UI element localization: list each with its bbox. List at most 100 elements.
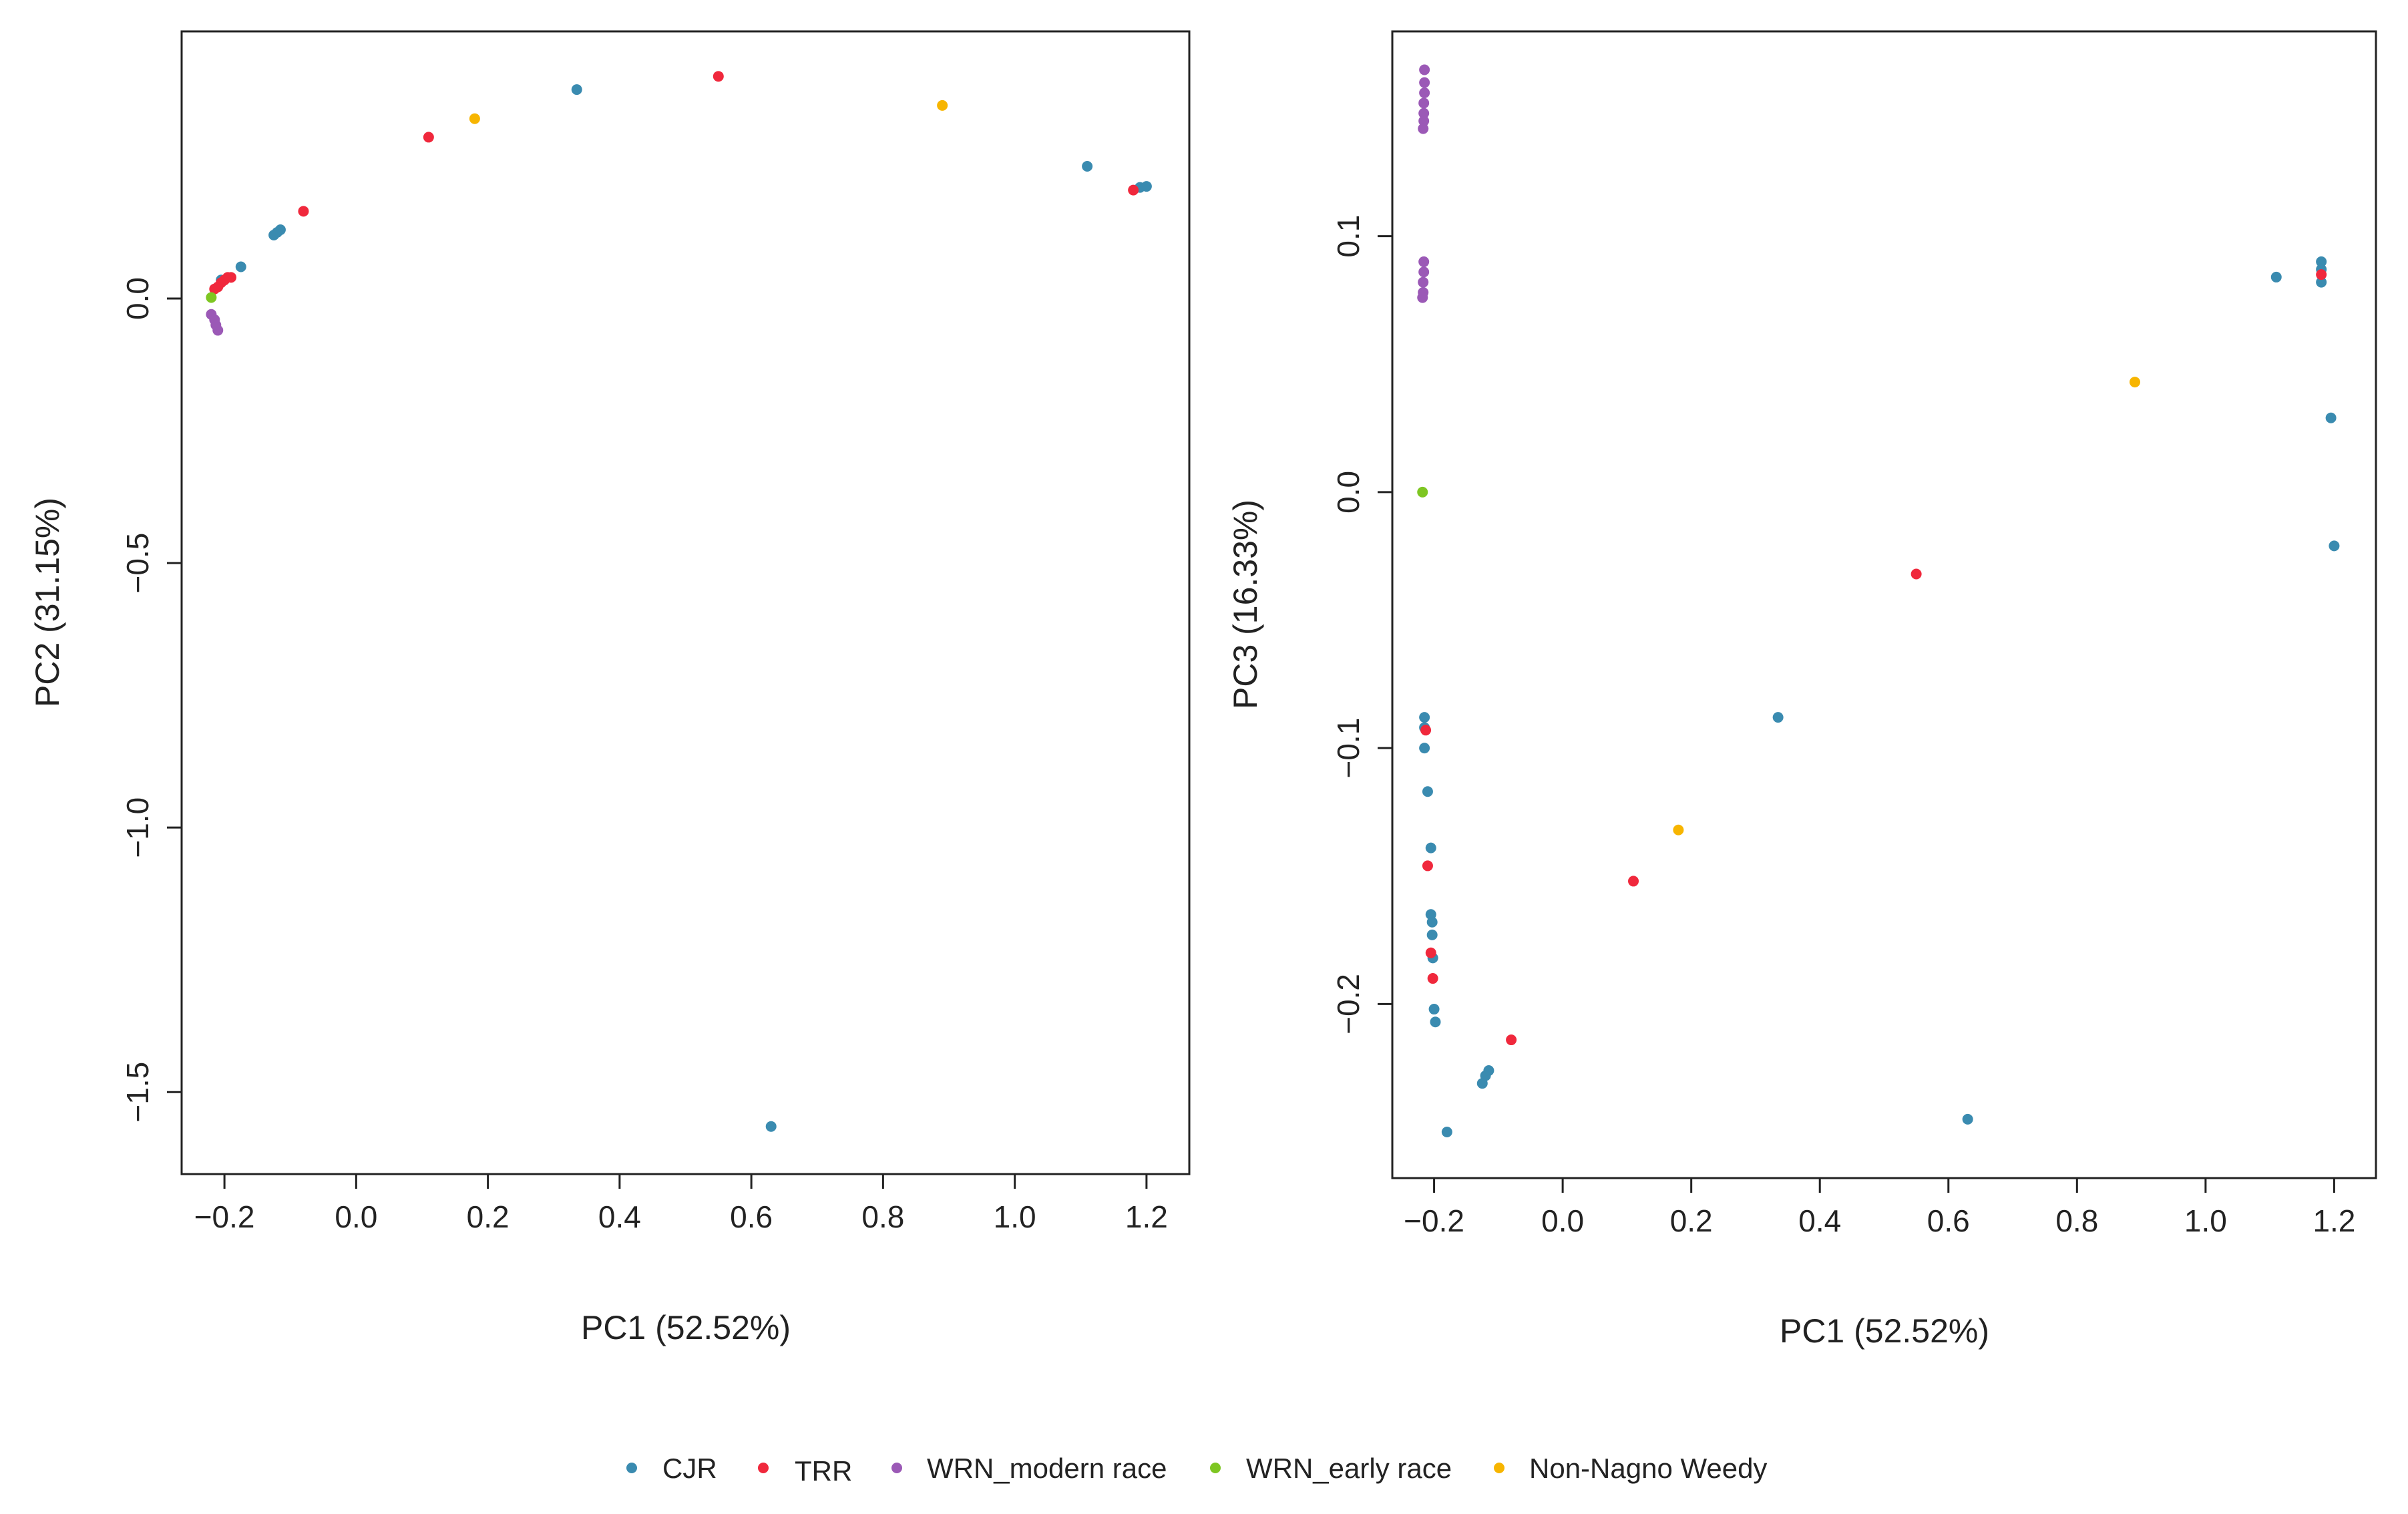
y-axis-title-pc1-pc2: PC2 (31.15%): [29, 498, 66, 707]
y-tick-label-pc1-pc2-3: −1.5: [120, 1062, 155, 1123]
point-cjr-pc1-pc2-1: [1082, 160, 1093, 172]
point-cjr-pc1-pc3-4: [2325, 412, 2337, 423]
point-non-nagno-weedy-pc1-pc2-1: [937, 100, 948, 111]
x-tick-label-pc1-pc2-4: 0.6: [730, 1199, 773, 1234]
point-wrn-modern-race-pc1-pc3-1: [1419, 77, 1430, 88]
x-tick-label-pc1-pc3-0: −0.2: [1404, 1203, 1464, 1238]
point-non-nagno-weedy-pc1-pc2-0: [469, 113, 480, 124]
panel-pc1-pc2: −0.2 0.0 0.2 0.4 0.6 0.8 1.0 1.2 0.0 −0.5 −1.0 −1.…: [29, 30, 1191, 1346]
point-trr-pc1-pc2-1: [423, 132, 434, 143]
point-cjr-pc1-pc3-11: [1422, 786, 1433, 797]
y-axis-pc1-pc2: 0.0 −0.5 −1.0 −1.5: [120, 277, 183, 1123]
point-cjr-pc1-pc2-7: [274, 224, 286, 236]
plot-frame-pc1-pc3: [1391, 30, 2377, 1179]
point-wrn-modern-race-pc1-pc3-2: [1419, 87, 1430, 98]
point-trr-pc1-pc2-8: [209, 283, 220, 295]
point-non-nagno-weedy-pc1-pc3-0: [1673, 824, 1684, 835]
point-trr-pc1-pc3-0: [1911, 568, 1922, 580]
point-cjr-pc1-pc2-4: [235, 261, 246, 272]
point-cjr-pc1-pc3-7: [1962, 1113, 1973, 1125]
point-cjr-pc1-pc2-0: [571, 84, 582, 96]
point-trr-pc1-pc3-1: [1628, 876, 1639, 887]
y-tick-label-pc1-pc2-0: 0.0: [120, 277, 155, 320]
points-pc1-pc3: [1417, 64, 2340, 1138]
point-wrn-modern-race-pc1-pc3-9: [1418, 276, 1429, 288]
x-axis-title-pc1-pc2: PC1 (52.52%): [581, 1309, 791, 1346]
x-tick-label-pc1-pc2-6: 1.0: [994, 1199, 1036, 1234]
x-axis-pc1-pc2: −0.2 0.0 0.2 0.4 0.6 0.8 1.0 1.2: [194, 1173, 1168, 1234]
x-tick-label-pc1-pc3-6: 1.0: [2184, 1203, 2227, 1238]
plot-frame-pc1-pc2: [180, 30, 1191, 1175]
point-wrn-modern-race-pc1-pc3-6: [1418, 123, 1429, 134]
legend-label-trr: TRR: [795, 1455, 852, 1487]
x-tick-label-pc1-pc3-5: 0.8: [2055, 1203, 2098, 1238]
point-cjr-pc1-pc3-0: [2270, 271, 2282, 282]
x-axis-title-pc1-pc3: PC1 (52.52%): [1780, 1312, 1989, 1350]
point-cjr-pc1-pc2-9: [765, 1121, 777, 1132]
points-pc1-pc2: [206, 71, 1152, 1132]
x-tick-label-pc1-pc3-4: 0.6: [1927, 1203, 1970, 1238]
panel-pc1-pc3: −0.2 0.0 0.2 0.4 0.6 0.8 1.0 1.2 0.1 0.0 −0.1 −0.2…: [1227, 30, 2377, 1350]
point-wrn-modern-race-pc1-pc2-3: [212, 325, 224, 336]
x-tick-label-pc1-pc3-1: 0.0: [1541, 1203, 1584, 1238]
point-cjr-pc1-pc3-6: [1772, 712, 1784, 723]
y-tick-label-pc1-pc3-2: −0.1: [1331, 718, 1366, 779]
point-cjr-pc1-pc3-8: [1419, 712, 1430, 723]
point-trr-pc1-pc2-0: [713, 71, 724, 82]
legend-label-non-nagno: Non-Nagno Weedy: [1529, 1453, 1767, 1484]
x-tick-label-pc1-pc2-0: −0.2: [194, 1199, 255, 1234]
point-cjr-pc1-pc3-17: [1428, 1004, 1440, 1015]
legend-label-wrn-modern: WRN_modern race: [927, 1453, 1167, 1484]
point-wrn-early-race-pc1-pc2-0: [206, 292, 217, 303]
y-tick-label-pc1-pc2-2: −1.0: [120, 797, 155, 858]
point-wrn-modern-race-pc1-pc3-5: [1418, 116, 1430, 127]
point-wrn-modern-race-pc1-pc3-4: [1418, 108, 1430, 119]
point-trr-pc1-pc3-4: [1420, 725, 1432, 736]
y-tick-label-pc1-pc3-3: −0.2: [1331, 974, 1366, 1034]
point-wrn-modern-race-pc1-pc3-7: [1418, 256, 1430, 267]
point-wrn-modern-race-pc1-pc3-8: [1418, 266, 1430, 278]
y-axis-title-pc1-pc3: PC3 (16.33%): [1227, 500, 1264, 709]
point-cjr-pc1-pc3-21: [1476, 1078, 1488, 1089]
legend-marker-cjr: [626, 1463, 637, 1473]
point-cjr-pc1-pc3-3: [2316, 276, 2327, 288]
x-tick-label-pc1-pc3-3: 0.4: [1798, 1203, 1841, 1238]
point-cjr-pc1-pc3-20: [1483, 1065, 1494, 1077]
x-tick-label-pc1-pc3-2: 0.2: [1670, 1203, 1713, 1238]
y-tick-label-pc1-pc3-1: 0.0: [1331, 471, 1366, 514]
point-trr-pc1-pc2-3: [1128, 184, 1139, 196]
point-trr-pc1-pc3-6: [1425, 947, 1436, 958]
legend-marker-wrn-early: [1210, 1463, 1221, 1473]
point-trr-pc1-pc2-9: [225, 272, 236, 283]
point-wrn-modern-race-pc1-pc3-3: [1418, 98, 1430, 109]
point-cjr-pc1-pc3-22: [1441, 1127, 1452, 1138]
legend-marker-non-nagno: [1494, 1463, 1504, 1473]
x-tick-label-pc1-pc3-7: 1.2: [2313, 1203, 2355, 1238]
point-cjr-pc1-pc3-18: [1430, 1016, 1441, 1028]
point-cjr-pc1-pc3-14: [1426, 916, 1438, 928]
point-cjr-pc1-pc3-1: [2316, 256, 2327, 267]
x-tick-label-pc1-pc2-3: 0.4: [598, 1199, 641, 1234]
point-wrn-early-race-pc1-pc3-0: [1417, 486, 1428, 498]
y-tick-label-pc1-pc3-0: 0.1: [1331, 215, 1366, 258]
x-tick-label-pc1-pc2-5: 0.8: [861, 1199, 904, 1234]
legend-marker-trr: [758, 1463, 769, 1473]
point-trr-pc1-pc3-5: [1422, 860, 1433, 872]
point-wrn-modern-race-pc1-pc3-0: [1419, 64, 1430, 75]
x-tick-label-pc1-pc2-2: 0.2: [467, 1199, 510, 1234]
y-axis-pc1-pc3: 0.1 0.0 −0.1 −0.2: [1331, 215, 1394, 1034]
point-non-nagno-weedy-pc1-pc3-1: [2129, 377, 2140, 388]
point-cjr-pc1-pc3-5: [2329, 540, 2340, 552]
x-axis-pc1-pc3: −0.2 0.0 0.2 0.4 0.6 0.8 1.0 1.2: [1404, 1177, 2355, 1238]
legend-label-cjr: CJR: [662, 1453, 717, 1484]
point-cjr-pc1-pc3-10: [1419, 743, 1430, 754]
x-tick-label-pc1-pc2-1: 0.0: [335, 1199, 377, 1234]
point-trr-pc1-pc3-7: [1427, 973, 1438, 984]
point-cjr-pc1-pc2-3: [1141, 181, 1152, 192]
point-trr-pc1-pc3-3: [2316, 269, 2327, 280]
point-cjr-pc1-pc3-15: [1426, 929, 1438, 940]
point-wrn-modern-race-pc1-pc3-11: [1417, 292, 1428, 303]
point-trr-pc1-pc3-2: [1506, 1034, 1517, 1046]
y-tick-label-pc1-pc2-1: −0.5: [120, 533, 155, 594]
